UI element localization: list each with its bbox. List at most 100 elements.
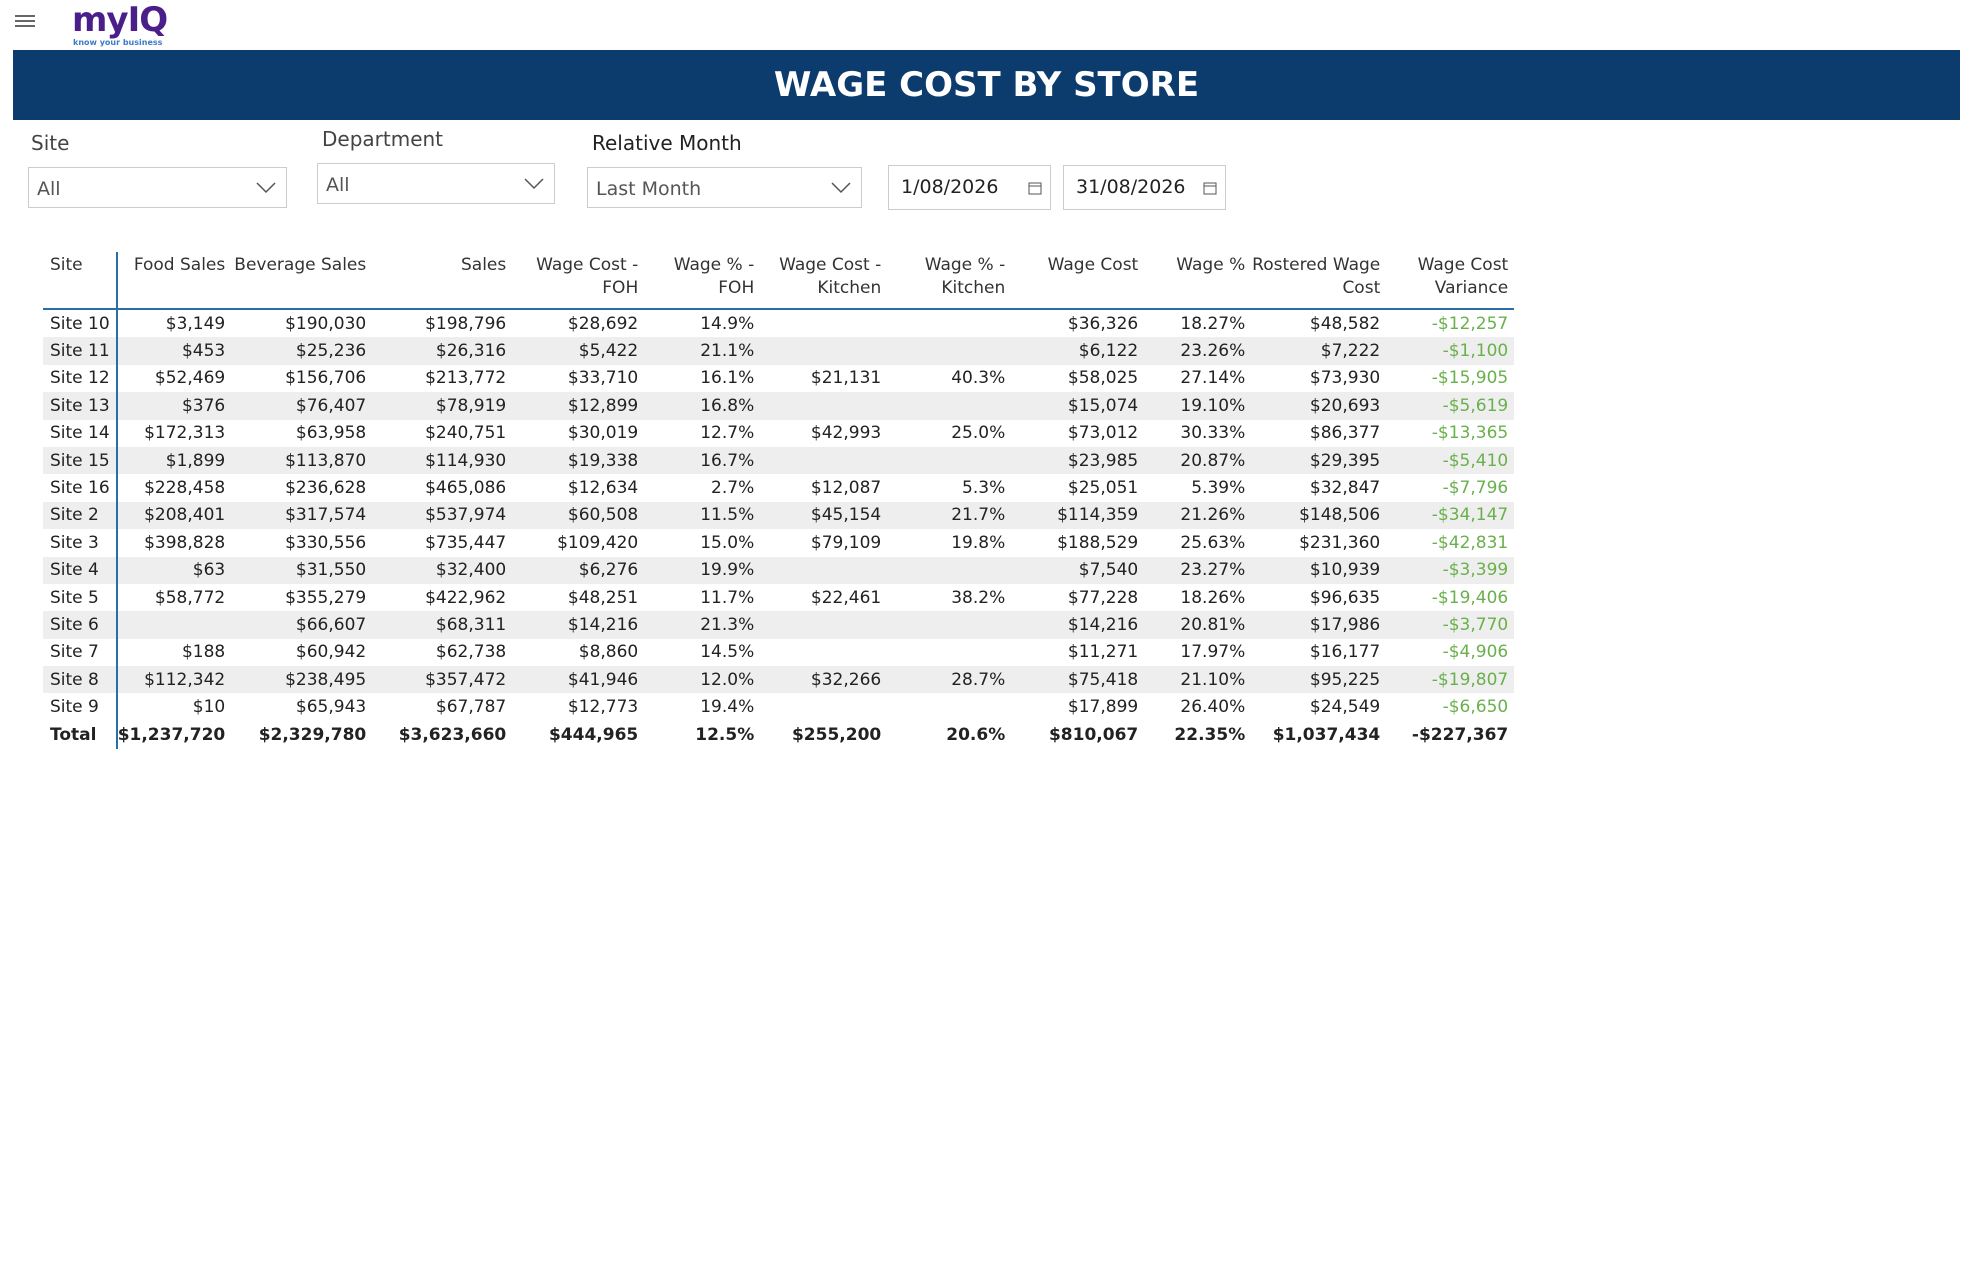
table-cell: $77,228 (1067, 587, 1139, 608)
table-cell: $29,395 (1251, 446, 1387, 475)
table-cell: 12.0% (644, 666, 761, 694)
table-cell: $96,635 (1309, 587, 1381, 608)
table-cell: $5,422 (512, 337, 645, 365)
table-cell: $114,359 (1011, 501, 1145, 530)
table-cell: Site 3 (43, 529, 118, 557)
table-cell: $15,074 (1011, 392, 1145, 420)
table-cell: 19.4% (700, 697, 755, 718)
table-cell (760, 693, 887, 720)
table-cell: 5.3% (962, 478, 1006, 499)
table-cell: $23,985 (1011, 446, 1145, 475)
table-cell: $25,051 (1067, 478, 1139, 499)
table-cell: $148,506 (1251, 501, 1387, 530)
table-cell: 26.40% (1180, 697, 1246, 718)
table-cell: $65,943 (295, 697, 367, 718)
table-cell: $10 (192, 697, 226, 718)
table-cell: -$5,619 (1386, 392, 1515, 420)
table-cell: $198,796 (425, 313, 507, 334)
table-cell: 23.26% (1144, 337, 1252, 365)
column-header: Site (43, 252, 118, 310)
table-cell: Site 12 (43, 364, 118, 393)
table-cell: $12,899 (512, 392, 645, 420)
table-cell: $75,418 (1011, 666, 1145, 694)
dropdown-value: All (326, 174, 350, 196)
logo: myIQ (72, 0, 168, 40)
table-cell (760, 309, 887, 337)
table-row: Site 3 $398,828 $330,556 $735,447 $109,420 15… (43, 529, 1514, 557)
table-cell (760, 446, 888, 475)
table-cell: 14.5% (700, 642, 755, 663)
table-cell: $62,738 (435, 642, 507, 663)
table-cell: $67,787 (435, 697, 507, 718)
filter-label: Site (31, 131, 70, 155)
table-cell: $3,623,660 (398, 724, 507, 745)
table-cell: $376 (116, 392, 232, 420)
table-cell: $24,549 (1309, 697, 1381, 718)
table-row: Site 6 $66,607 $68,311 $14,216 21.3% $14,216 2… (43, 611, 1515, 639)
table-cell: 12.7% (700, 423, 755, 444)
table-cell: $398,828 (144, 532, 226, 553)
table-cell: -$7,796 (1442, 478, 1509, 499)
table-cell: 16.8% (644, 392, 761, 420)
table-cell: $238,495 (231, 666, 373, 694)
table-cell: $1,037,434 (1272, 724, 1381, 745)
table-cell: 25.0% (951, 423, 1006, 444)
wage-table: Site Food Sales Beverage Sales Sales Wage Co… (43, 252, 1515, 749)
table-cell (760, 392, 888, 420)
table-row: Site 14 $172,313 $63,958 $240,751 $30,019 12.… (43, 419, 1514, 447)
column-header: Wage Cost - Kitchen (760, 252, 888, 310)
month-dropdown[interactable]: Last Month (587, 167, 862, 208)
table-cell: $42,993 (810, 423, 882, 444)
end-date[interactable]: 31/08/2026 (1063, 165, 1226, 210)
table-cell: $3,149 (165, 313, 226, 334)
column-header: Wage % - FOH (644, 252, 761, 310)
table-cell: -$227,367 (1411, 724, 1509, 745)
table-row: Site 15 $1,899 $113,870 $114,930 $19,338 16.7… (43, 446, 1515, 475)
table-cell: Site 15 (43, 446, 118, 475)
dropdown-value: All (37, 178, 61, 200)
table-cell: $36,326 (1067, 313, 1139, 334)
table-cell: $317,574 (231, 501, 373, 530)
table-cell: $465,086 (425, 478, 507, 499)
table-row: Site 2 $208,401 $317,574 $537,974 $60,508 11.… (43, 501, 1515, 530)
menu-button[interactable] (15, 12, 35, 28)
table-cell (760, 611, 888, 639)
table-cell: 30.33% (1180, 423, 1246, 444)
table-cell: $73,012 (1067, 423, 1139, 444)
site-dropdown[interactable]: All (28, 167, 287, 208)
table-cell: 18.27% (1180, 313, 1246, 334)
table-cell: $14,216 (1011, 611, 1145, 639)
table-cell: $86,377 (1309, 423, 1381, 444)
table-cell: $66,607 (231, 611, 373, 639)
table-cell: $7,222 (1251, 337, 1387, 365)
table-row: Site 4 $63 $31,550 $32,400 $6,276 19.9% $7,540… (43, 556, 1515, 584)
table-cell: $22,461 (810, 587, 882, 608)
table-cell: $537,974 (372, 501, 513, 530)
table-cell (887, 337, 1012, 365)
table-cell: $114,930 (372, 446, 513, 475)
table-cell (887, 639, 1011, 666)
table-cell: 23.27% (1144, 556, 1252, 584)
column-header: Sales (372, 252, 513, 310)
table-cell: $10,939 (1251, 556, 1387, 584)
table-row: Site 10 $3,149 $190,030 $198,796 $28,692 14.9… (43, 309, 1514, 338)
department-dropdown[interactable]: All (317, 163, 555, 204)
table-cell: $78,919 (372, 392, 513, 420)
filter-label: Department (322, 127, 444, 151)
table-cell: 21.7% (887, 501, 1012, 530)
start-date[interactable]: 1/08/2026 (888, 165, 1051, 210)
table-cell: $208,401 (116, 501, 232, 530)
table-cell: $26,316 (372, 337, 513, 365)
table-cell: 18.26% (1180, 587, 1246, 608)
table-cell: 2.7% (711, 478, 755, 499)
table-cell: $113,870 (231, 446, 373, 475)
table-cell: Total (43, 720, 118, 749)
table-cell: $109,420 (557, 532, 639, 553)
table-cell (116, 611, 232, 639)
table-cell: $32,847 (1309, 478, 1381, 499)
table-cell: $8,860 (578, 642, 639, 663)
table-cell: 40.3% (951, 368, 1006, 389)
table-cell: -$19,807 (1386, 666, 1515, 694)
table-cell: $32,400 (372, 556, 513, 584)
